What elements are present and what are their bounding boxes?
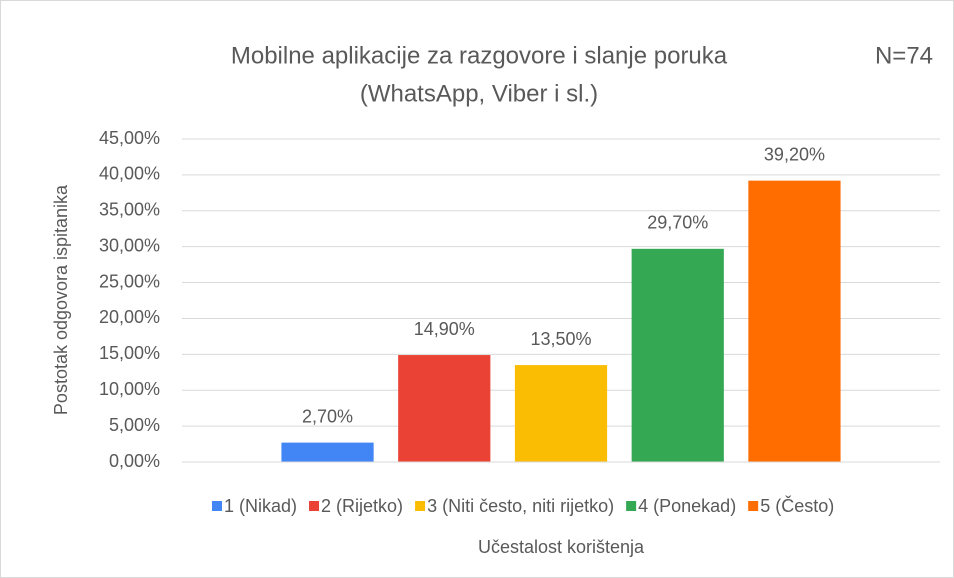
data-label: 2,70% (302, 406, 353, 426)
data-label: 14,90% (414, 319, 475, 339)
bar (514, 365, 608, 462)
data-label: 39,20% (764, 144, 825, 164)
y-tick-label: 25,00% (99, 271, 160, 291)
data-label: 29,70% (647, 213, 708, 233)
bar (398, 355, 491, 462)
y-tick-label: 30,00% (99, 235, 160, 255)
y-tick-label: 15,00% (99, 343, 160, 363)
legend-label: 4 (Ponekad) (638, 496, 736, 516)
y-tick-label: 10,00% (99, 379, 160, 399)
annotation: N=74 (875, 42, 933, 69)
legend-label: 3 (Niti često, niti rijetko) (427, 496, 614, 516)
y-tick-label: 40,00% (99, 164, 160, 184)
y-tick-label: 45,00% (99, 128, 160, 148)
y-tick-label: 5,00% (109, 415, 160, 435)
y-tick-label: 35,00% (99, 200, 160, 220)
legend-swatch (626, 501, 637, 511)
legend-label: 1 (Nikad) (224, 496, 297, 516)
chart-title: Mobilne aplikacije za razgovore i slanje… (231, 42, 728, 69)
legend-swatch (212, 501, 222, 511)
legend-label: 5 (Često) (760, 495, 834, 516)
legend-swatch (415, 501, 426, 511)
bar (748, 180, 841, 462)
data-label: 13,50% (530, 329, 591, 349)
y-axis-label: Postotak odgovora ispitanika (51, 184, 71, 415)
y-tick-label: 20,00% (99, 307, 160, 327)
bar (281, 442, 374, 462)
legend-swatch (309, 501, 320, 511)
chart-title: (WhatsApp, Viber i sl.) (360, 80, 598, 107)
bar (631, 248, 724, 462)
x-axis-label: Učestalost korištenja (478, 537, 645, 557)
y-tick-label: 0,00% (109, 451, 160, 471)
legend-label: 2 (Rijetko) (321, 496, 403, 516)
legend-swatch (748, 501, 759, 511)
